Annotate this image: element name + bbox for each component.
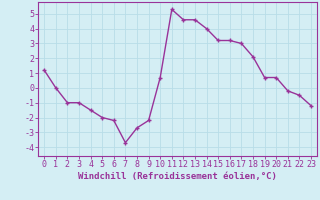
X-axis label: Windchill (Refroidissement éolien,°C): Windchill (Refroidissement éolien,°C) <box>78 172 277 181</box>
